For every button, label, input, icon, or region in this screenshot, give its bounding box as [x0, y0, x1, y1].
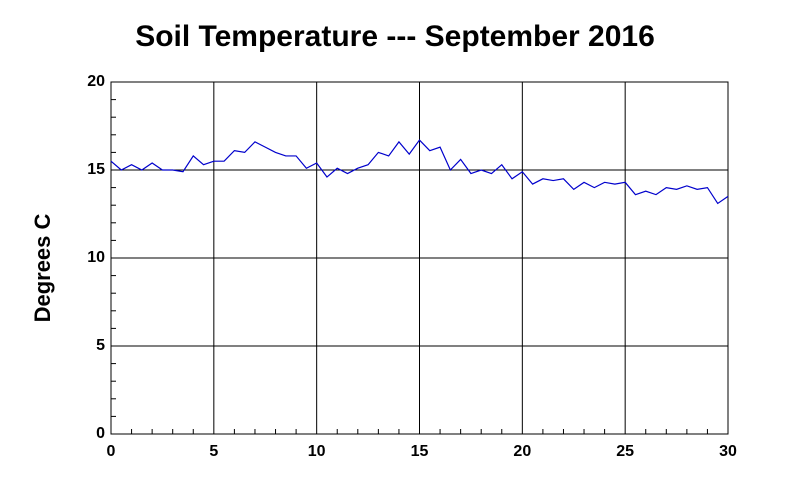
x-tick-label: 0 [107, 443, 116, 460]
y-tick-label: 0 [96, 425, 105, 442]
plot-frame [110, 81, 729, 435]
y-axis-label: Degrees C [30, 213, 55, 322]
x-tick-label: 20 [513, 443, 531, 460]
data-line [110, 139, 729, 205]
x-tick-label: 25 [616, 443, 634, 460]
y-tick-label: 20 [87, 73, 105, 90]
chart-title: Soil Temperature --- September 2016 [135, 20, 655, 53]
x-tick-label: 5 [209, 443, 218, 460]
y-tick-label: 15 [87, 161, 105, 178]
x-tick-label: 15 [411, 443, 429, 460]
y-tick-label: 10 [87, 249, 105, 266]
y-tick-label: 5 [96, 337, 105, 354]
x-tick-label: 30 [719, 443, 737, 460]
x-tick-label: 10 [308, 443, 326, 460]
